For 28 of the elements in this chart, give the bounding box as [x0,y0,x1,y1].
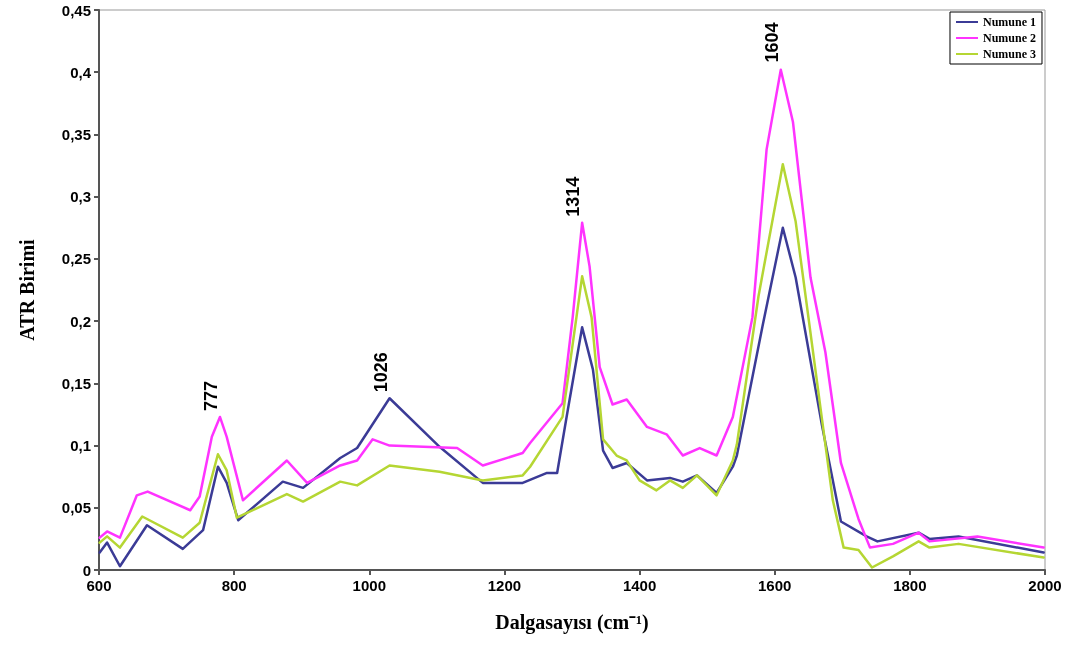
legend-label: Numune 1 [982,15,1037,29]
legend-label: Numune 2 [982,31,1037,45]
annotation: 1026 [370,352,391,393]
x-tick-label: 1800 [893,577,927,594]
annotation: 1604 [761,22,782,63]
y-axis-title: ATR Birimi [16,238,38,341]
y-tick-label: 0,25 [61,250,91,268]
y-tick-label: 0,35 [61,125,91,143]
x-tick-label: 1200 [487,577,522,594]
y-tick-label: 0 [82,561,91,579]
x-axis-title: Dalgasayısı (cm⁻¹) [495,611,649,634]
y-tick-label: 0,1 [70,437,91,455]
annotation: 777 [200,380,221,411]
x-tick-label: 600 [86,577,112,594]
x-tick-label: 2000 [1028,577,1062,594]
line-series [98,68,1045,549]
y-tick-label: 0,4 [70,63,92,81]
y-tick-label: 0,45 [61,1,91,19]
x-tick-label: 1600 [758,577,792,594]
y-tick-label: 0,05 [61,499,91,517]
y-tick-label: 0,15 [61,374,91,392]
x-tick-label: 1000 [352,577,386,594]
y-tick-label: 0,3 [70,188,91,206]
annotation: 1314 [563,176,584,217]
y-tick-label: 0,2 [70,312,91,330]
x-tick-label: 800 [221,577,247,594]
x-tick-label: 1400 [622,577,657,594]
legend-label: Numune 3 [982,47,1037,61]
